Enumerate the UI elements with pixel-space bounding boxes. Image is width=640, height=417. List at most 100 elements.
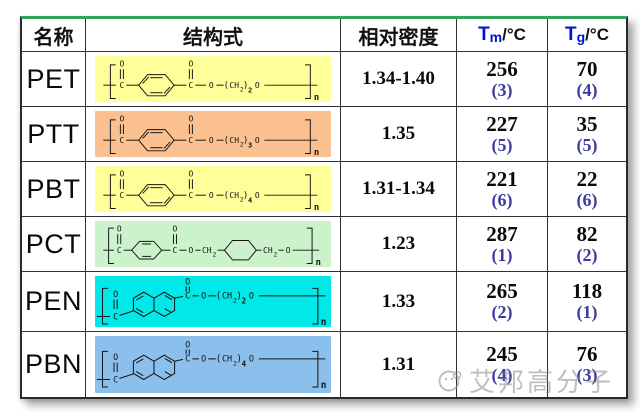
svg-text:O: O xyxy=(173,225,178,234)
tm-value: 265 xyxy=(486,279,518,304)
polymer-name-pbn: PBN xyxy=(22,332,86,397)
tg-cell-pct: 82 (2) xyxy=(548,217,626,272)
svg-text:CH: CH xyxy=(229,136,239,145)
svg-text:CH: CH xyxy=(222,354,232,364)
density-ptt: 1.35 xyxy=(341,107,457,162)
tg-cell-pen: 118 (1) xyxy=(548,272,626,332)
svg-text:2: 2 xyxy=(240,196,244,203)
svg-text:O: O xyxy=(201,291,206,301)
tm-rank: (6) xyxy=(491,189,513,210)
svg-text:C: C xyxy=(117,246,122,255)
svg-text:4: 4 xyxy=(248,195,252,204)
svg-text:2: 2 xyxy=(233,359,237,367)
svg-text:O: O xyxy=(185,340,190,350)
tg-value: 118 xyxy=(571,279,603,304)
svg-text:(: ( xyxy=(224,81,229,91)
svg-text:n: n xyxy=(314,93,319,102)
svg-text:O: O xyxy=(119,115,124,124)
svg-text:n: n xyxy=(316,258,321,267)
svg-text:(: ( xyxy=(216,354,222,365)
svg-text:): ) xyxy=(236,291,242,302)
header-name-label: 名称 xyxy=(33,26,74,49)
svg-text:C: C xyxy=(113,374,118,384)
svg-text:C: C xyxy=(188,191,193,200)
svg-text:O: O xyxy=(188,246,193,255)
svg-text:2: 2 xyxy=(212,251,216,258)
svg-text:O: O xyxy=(249,291,254,301)
tm-rank: (5) xyxy=(491,134,513,155)
svg-text:O: O xyxy=(113,289,118,299)
svg-text:2: 2 xyxy=(273,251,277,258)
header-structure-label: 结构式 xyxy=(183,26,243,49)
tg-cell-pbn: 76 (3) xyxy=(548,332,626,397)
svg-text:C: C xyxy=(188,136,193,145)
svg-text:C: C xyxy=(185,354,190,364)
svg-text:CH: CH xyxy=(202,246,212,255)
svg-text:n: n xyxy=(321,317,327,327)
header-density-label: 相对密度 xyxy=(358,26,439,49)
polymer-name-pet: PET xyxy=(22,52,86,107)
svg-text:CH: CH xyxy=(263,246,273,255)
tg-value: 35 xyxy=(576,111,598,136)
svg-text:2: 2 xyxy=(248,85,252,94)
svg-text:C: C xyxy=(188,81,193,90)
svg-text:C: C xyxy=(113,311,118,321)
tg-value: 22 xyxy=(576,166,598,191)
tm-cell-pet: 256 (3) xyxy=(457,52,548,107)
tm-value: 256 xyxy=(486,56,518,81)
header-name: 名称 xyxy=(22,19,86,52)
svg-text:C: C xyxy=(185,291,190,301)
svg-text:): ) xyxy=(243,81,248,91)
tg-cell-pbt: 22 (6) xyxy=(548,162,626,217)
header-structure: 结构式 xyxy=(86,19,341,52)
svg-text:O: O xyxy=(209,136,214,145)
svg-text:O: O xyxy=(255,191,260,200)
svg-text:(: ( xyxy=(224,191,229,201)
svg-text:n: n xyxy=(314,203,319,212)
tg-value: 70 xyxy=(576,56,598,81)
svg-text:O: O xyxy=(201,354,206,364)
tg-rank: (4) xyxy=(576,79,598,100)
svg-text:O: O xyxy=(188,115,193,124)
tm-value: 245 xyxy=(486,342,518,367)
svg-text:O: O xyxy=(255,81,260,90)
tm-value: 221 xyxy=(486,166,518,191)
tm-cell-ptt: 227 (5) xyxy=(457,107,548,162)
svg-text:4: 4 xyxy=(242,359,247,368)
polymer-name-pbt: PBT xyxy=(22,162,86,217)
svg-text:O: O xyxy=(113,352,118,362)
svg-text:O: O xyxy=(209,81,214,90)
density-pbn: 1.31 xyxy=(341,332,457,397)
svg-text:O: O xyxy=(185,277,190,287)
svg-text:O: O xyxy=(188,170,193,179)
svg-text:CH: CH xyxy=(222,291,232,301)
svg-text:): ) xyxy=(243,136,248,146)
tm-cell-pct: 287 (1) xyxy=(457,217,548,272)
tg-rank: (2) xyxy=(576,244,598,265)
svg-text:3: 3 xyxy=(248,140,252,149)
tm-cell-pbn: 245 (4) xyxy=(457,332,548,397)
svg-text:O: O xyxy=(188,60,193,69)
tg-cell-pet: 70 (4) xyxy=(548,52,626,107)
tm-value: 287 xyxy=(486,221,518,246)
tm-value: 227 xyxy=(486,111,518,136)
tm-cell-pbt: 221 (6) xyxy=(457,162,548,217)
svg-text:n: n xyxy=(321,380,327,391)
svg-text:2: 2 xyxy=(240,86,244,93)
density-pbt: 1.31-1.34 xyxy=(341,162,457,217)
polymer-name-ptt: PTT xyxy=(22,107,86,162)
tg-symbol: T xyxy=(565,24,577,45)
tm-rank: (4) xyxy=(491,365,513,386)
polymer-name-pen: PEN xyxy=(22,272,86,332)
tg-rank: (6) xyxy=(576,189,598,210)
